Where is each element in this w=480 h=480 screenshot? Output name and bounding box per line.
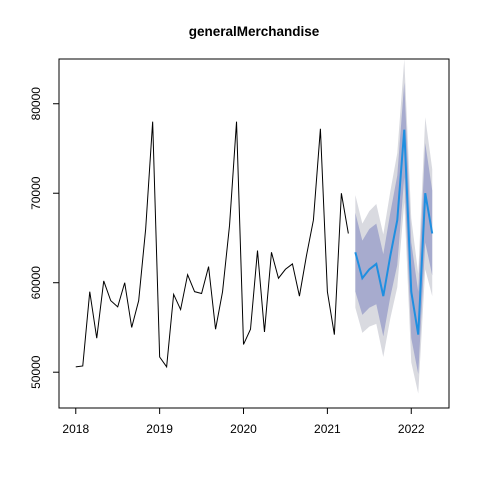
series-lines xyxy=(75,121,434,369)
y-tick-label: 50000 xyxy=(29,355,43,389)
x-axis: 2018 2019 2020 2021 2022 xyxy=(62,407,425,436)
y-tick-label: 70000 xyxy=(29,176,43,210)
y-axis: 50000 60000 70000 80000 xyxy=(29,87,60,389)
forecast-line xyxy=(354,129,434,335)
observed-line xyxy=(75,121,349,369)
x-tick-label: 2018 xyxy=(62,422,89,436)
y-tick-label: 80000 xyxy=(29,87,43,121)
x-tick-label: 2020 xyxy=(230,422,257,436)
y-tick-label: 60000 xyxy=(29,266,43,300)
x-tick-label: 2021 xyxy=(314,422,341,436)
x-tick-label: 2019 xyxy=(146,422,173,436)
x-tick-label: 2022 xyxy=(398,422,425,436)
chart-title: generalMerchandise xyxy=(189,24,320,39)
